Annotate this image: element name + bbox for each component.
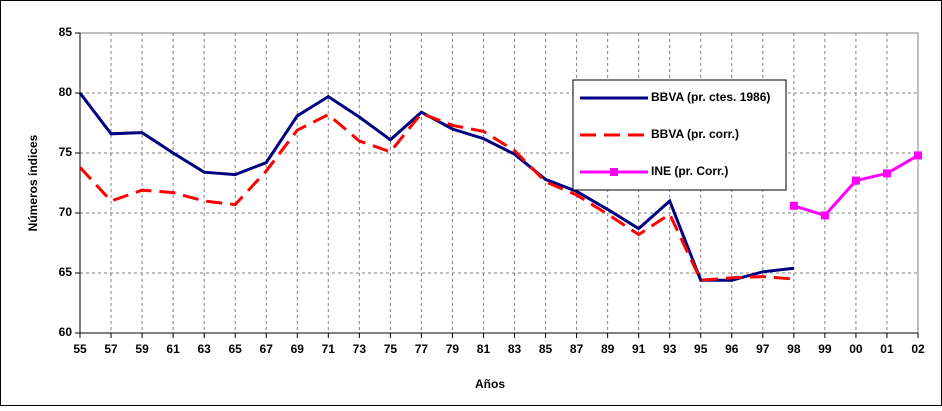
plot-area [79,32,919,334]
x-tick-label: 01 [880,342,894,356]
x-tick-label: 77 [415,342,429,356]
x-tick-label: 55 [73,342,87,356]
x-tick-label: 87 [570,342,584,356]
point-marker [914,151,922,160]
x-tick-label: 83 [508,342,522,356]
x-tick-label: 89 [601,342,615,356]
x-tick-label: 65 [229,342,243,356]
x-tick-label: 96 [725,342,739,356]
point-marker [789,201,798,210]
legend-label: BBVA (pr. corr.) [651,127,739,141]
x-tick-label: 57 [104,342,118,356]
point-marker [882,169,891,178]
legend-marker [610,168,618,176]
x-tick-label: 69 [291,342,305,356]
x-tick-label: 85 [539,342,553,356]
x-tick-label: 98 [787,342,801,356]
x-tick-label: 97 [756,342,770,356]
x-tick-label: 00 [849,342,863,356]
x-axis-label: Años [475,377,505,391]
y-axis-label: Números índices [26,134,40,231]
x-tick-label: 91 [632,342,646,356]
x-tick-label: 99 [818,342,832,356]
y-tick-label: 60 [59,325,73,339]
x-tick-label: 67 [260,342,274,356]
y-tick-label: 70 [59,205,73,219]
x-tick-label: 93 [663,342,677,356]
series-line [78,111,794,282]
x-tick-label: 59 [135,342,149,356]
x-tick-label: 61 [166,342,180,356]
x-tick-label: 71 [322,342,336,356]
point-marker [851,176,860,185]
x-tick-label: 02 [911,342,925,356]
x-tick-label: 75 [384,342,398,356]
y-tick-label: 65 [59,265,73,279]
x-tick-label: 73 [353,342,367,356]
x-tick-label: 95 [694,342,708,356]
y-tick-label: 80 [59,85,73,99]
legend-label: INE (pr. Corr.) [651,164,728,178]
legend-label: BBVA (pr. ctes. 1986) [651,90,770,104]
x-tick-label: 79 [446,342,460,356]
x-tick-label: 81 [477,342,491,356]
y-tick-label: 85 [59,25,73,39]
y-tick-label: 75 [59,145,73,159]
x-tick-label: 63 [197,342,211,356]
point-marker [820,211,829,220]
